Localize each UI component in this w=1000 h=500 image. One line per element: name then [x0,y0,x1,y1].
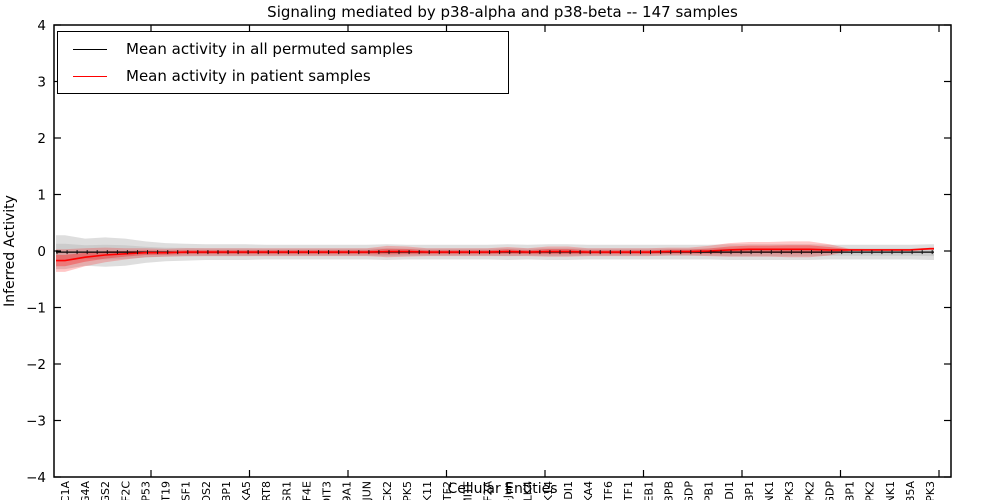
x-tick-label: PLA2G4A [79,481,92,500]
x-tick-label: p38alpha-beta/CK2 [381,481,394,500]
x-tick-label: ESR1 [280,481,293,500]
x-tick-label: MAPKAPK3 [924,481,937,500]
chart-title: Signaling mediated by p38-alpha and p38-… [267,3,738,21]
legend-label-permuted: Mean activity in all permuted samples [126,40,413,58]
x-tick-label: KRT8 [260,481,273,500]
x-tick-label: CREB1 [642,481,655,500]
x-tick-label: NOS2 [200,481,213,500]
y-tick-label: 3 [37,75,46,91]
x-tick-label: RAB5A [904,481,917,500]
x-tick-label: MITF [461,481,474,500]
x-tick-label: ATF2/c-Jun [502,481,515,500]
legend-line-black-icon [73,48,107,50]
x-tick-label: EIF4E [300,481,313,500]
y-tick-label: −1 [26,301,46,317]
point-markers [56,250,933,255]
y-tick-label: −3 [26,414,46,430]
x-tick-label: MAPK11 [421,481,434,500]
x-tick-label: MKNK1 [884,481,897,500]
x-tick-label: PTGS2 [99,481,112,500]
x-tick-label: ATF6 [602,481,615,500]
legend-item-patient: Mean activity in patient samples [73,67,508,85]
x-tick-label: RAB5/GDP [823,481,836,500]
x-tick-label: DDIT3 [321,481,334,500]
x-tick-label: TP53 [140,481,153,500]
x-tick-label: MAPK14 [542,481,555,500]
legend: Mean activity in all permuted samples Me… [57,31,509,94]
x-tick-label: GDI1 [562,481,575,500]
x-tick-label: MAPKAPK2 [864,481,877,500]
y-tick-label: 2 [37,131,46,147]
x-tick-label: MAPKAPK5 [401,481,414,500]
x-tick-label: CEBPB [663,481,676,500]
x-tick-label: p38alpha-beta/HBP1 [743,481,756,500]
y-tick-label: 0 [37,244,46,260]
y-tick-label: 4 [37,18,46,34]
x-tick-label: USF1 [180,481,193,500]
mean-lines [56,247,934,262]
legend-line-red-icon [73,75,107,77]
x-tick-label: p38alpha-beta/MNK1 [763,481,776,500]
y-tick-label: −2 [26,357,46,373]
x-tick-label: ATF2 [441,481,454,500]
x-tick-label: p38alpha-beta/MAPKAPK2 [803,481,816,500]
x-tick-label: EIF4EBP1 [220,481,233,500]
y-tick-label: 1 [37,188,46,204]
x-tick-label: SLC9A1 [341,481,354,500]
y-tick-label: −4 [26,470,46,486]
x-axis-label: Cellular Entities [447,481,558,497]
x-tick-label: HBP1 [844,481,857,500]
y-tick-labels: 4 3 2 1 0 −1 −2 −3 −4 [26,18,46,486]
x-tick-labels: PPARGC1A PLA2G4A PTGS2 MEF2C TP53 KRT19 USF1 NO… [59,481,937,500]
axes [53,24,952,478]
x-tick-label: ATF1 [622,481,635,500]
x-tick-label: MEF2C [119,481,132,500]
x-tick-label: KRT19 [160,481,173,500]
legend-label-patient: Mean activity in patient samples [126,67,371,85]
legend-item-permuted: Mean activity in all permuted samples [73,40,508,58]
x-tick-label: MEF2A [481,481,494,500]
x-tick-label: HSPB1 [703,481,716,500]
x-tick-label: PPARGC1A [59,481,72,500]
x-tick-label: p38alpha-beta/MAPKAPK3 [783,481,796,500]
x-tick-label: RAB5/GDP/GDI1 [723,481,736,500]
x-tick-label: JUN [361,481,374,500]
x-tick-label: RPS6KA5 [240,481,253,500]
x-tick-label: ELK4 [522,481,535,500]
x-tick-label: RPS6KA4 [582,481,595,500]
x-tick-label: mol:GDP [683,481,696,500]
